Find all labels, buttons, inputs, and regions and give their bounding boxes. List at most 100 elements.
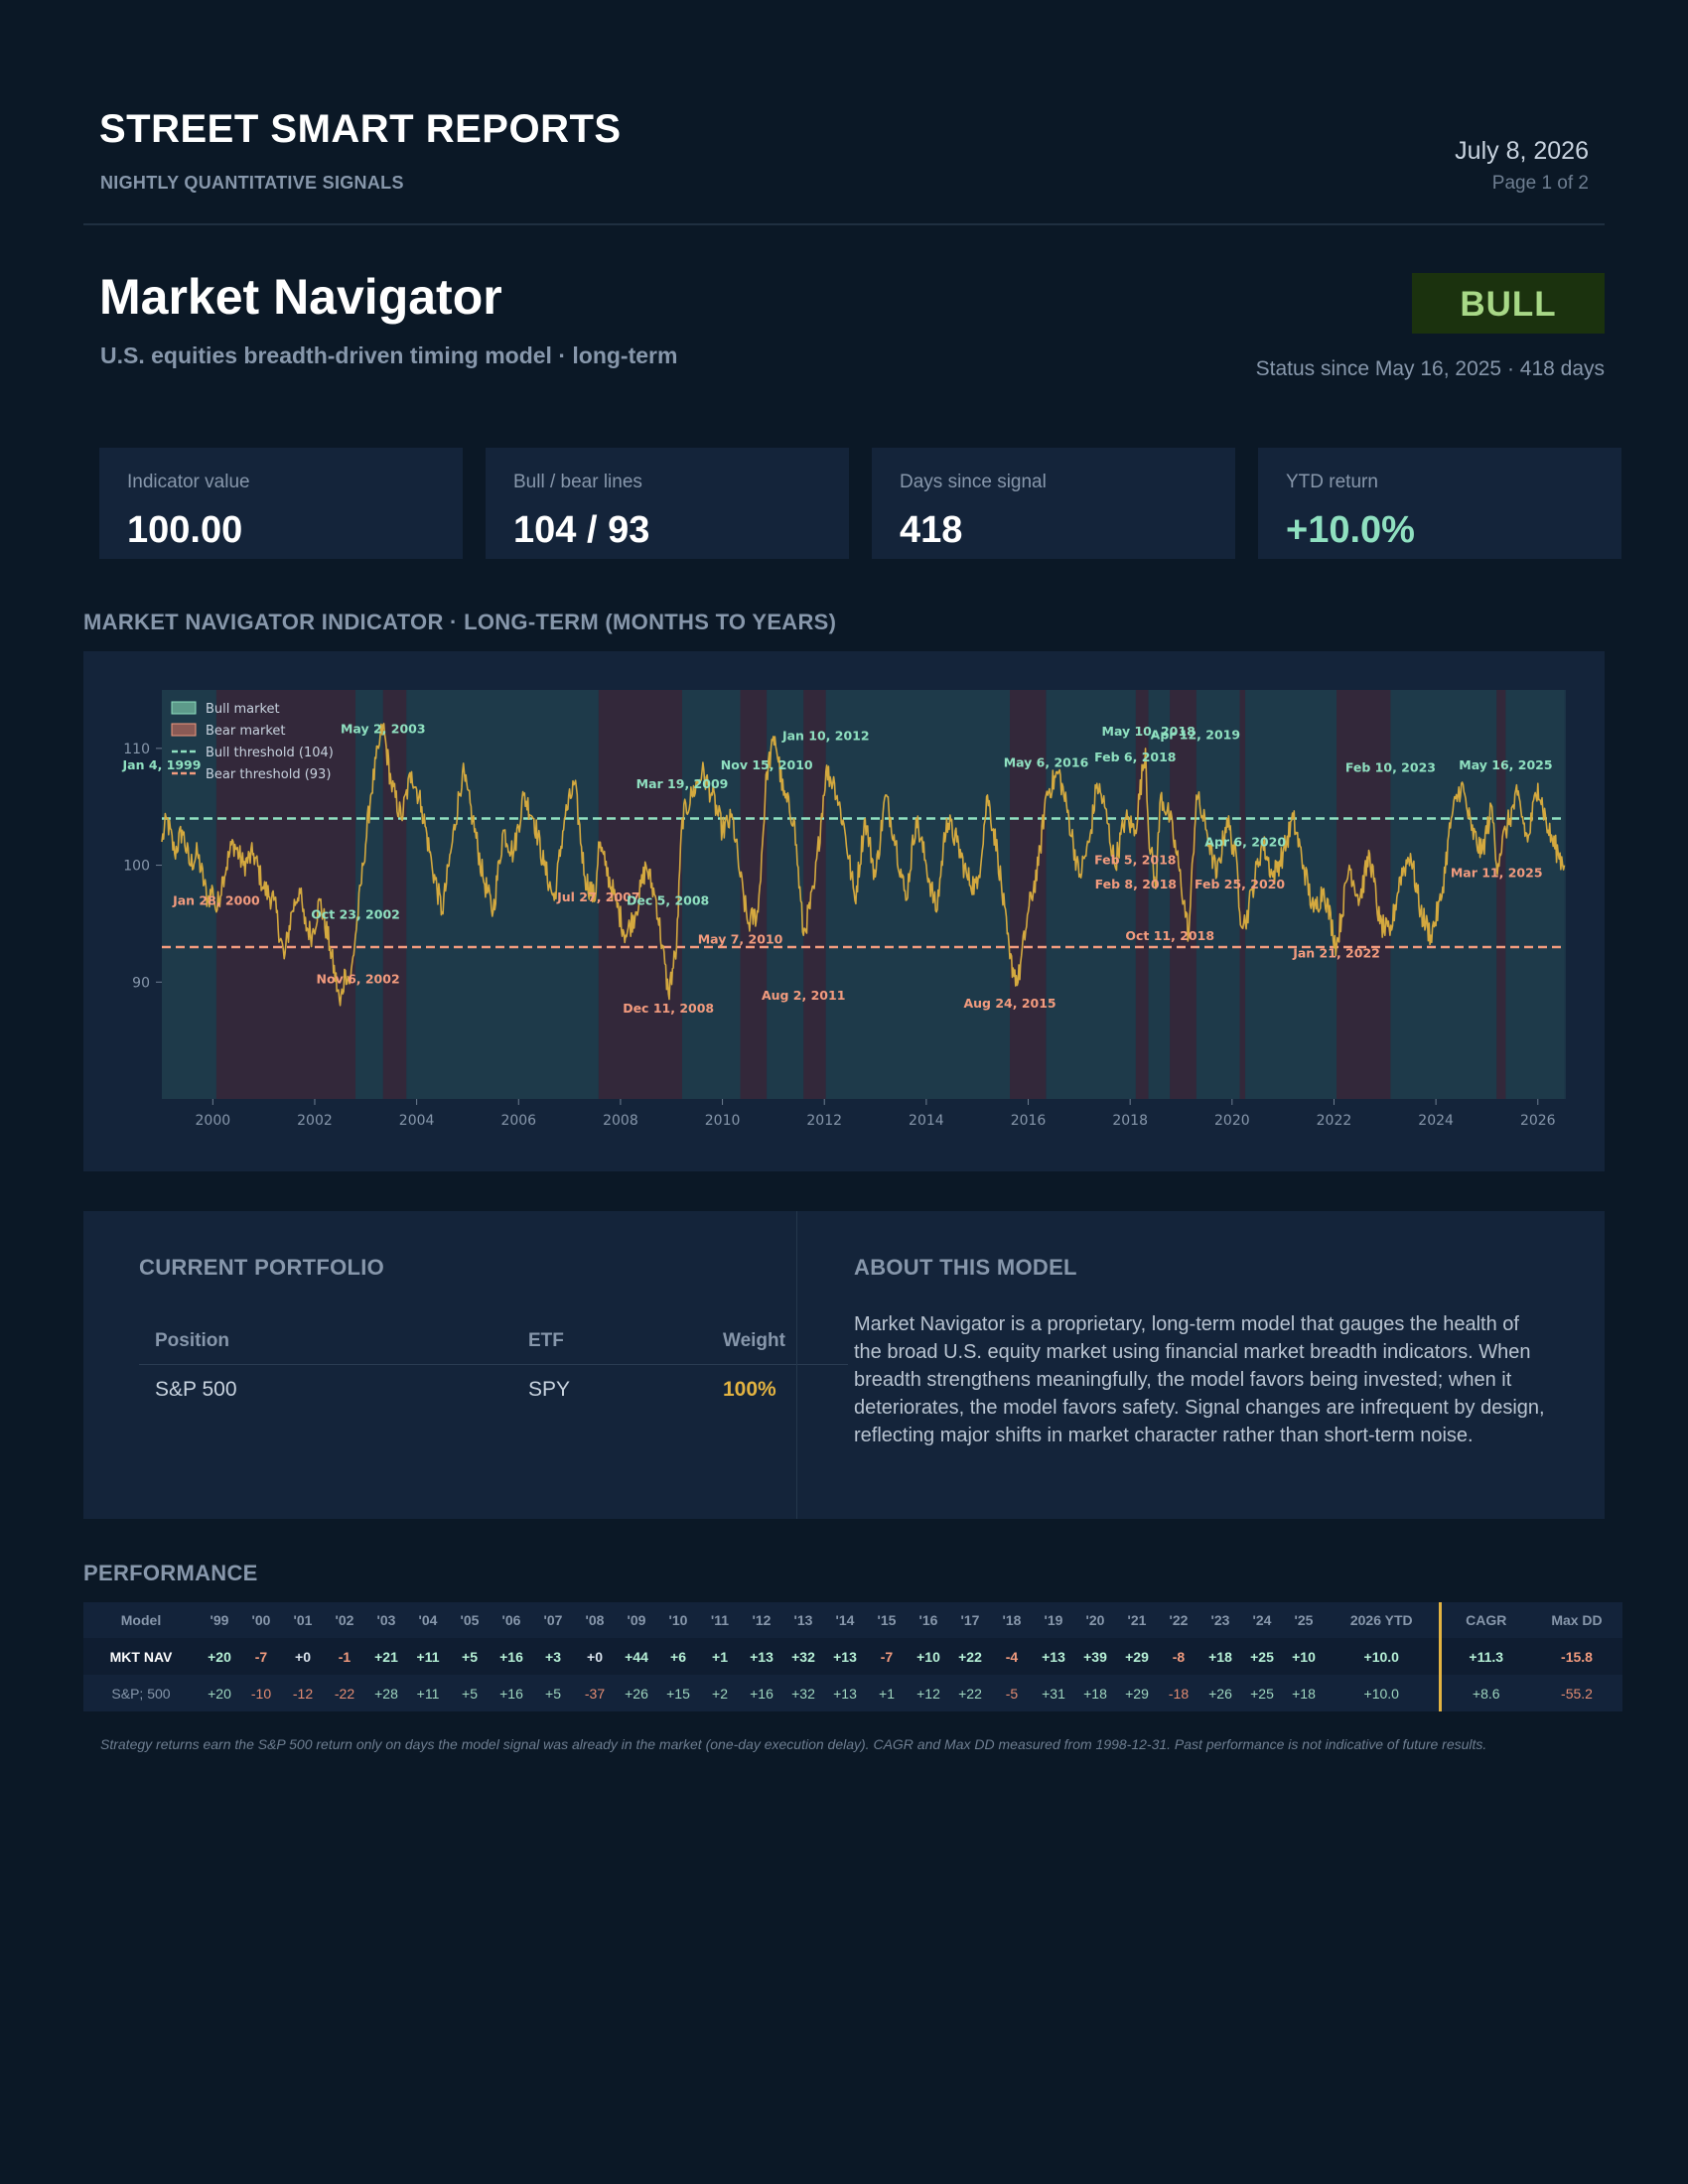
bull-signal-label: Oct 23, 2002: [311, 907, 400, 922]
bull-signal-label: May 6, 2016: [1004, 755, 1089, 770]
legend-bear-swatch: [171, 723, 197, 737]
bear-regime-band: [1170, 690, 1196, 1099]
portfolio-title: CURRENT PORTFOLIO: [139, 1255, 385, 1280]
bear-signal-label: Jan 28, 2000: [172, 893, 260, 908]
perf-header: '03: [365, 1602, 407, 1638]
perf-header: '23: [1199, 1602, 1241, 1638]
return-cell: +29: [1116, 1638, 1158, 1675]
return-cell: +25: [1241, 1675, 1283, 1711]
return-cell: +20: [199, 1638, 240, 1675]
return-cell: +5: [449, 1638, 491, 1675]
perf-header: '00: [240, 1602, 282, 1638]
perf-header: Max DD: [1531, 1602, 1622, 1638]
bear-regime-band: [1010, 690, 1047, 1099]
x-tick-label: 2022: [1317, 1113, 1352, 1129]
bull-regime-band: [162, 690, 216, 1099]
bear-regime-band: [1239, 690, 1246, 1099]
return-cell: +1: [699, 1638, 741, 1675]
etf-cell: SPY: [528, 1378, 571, 1401]
bear-regime-band: [382, 690, 407, 1099]
return-cell: +2: [699, 1675, 741, 1711]
return-cell: +31: [1033, 1675, 1074, 1711]
panel-divider: [796, 1211, 797, 1519]
indicator-chart-panel: 2000 2002 2004 2006 2008 2010 2012 2014 2016 2018…: [83, 651, 1605, 1171]
bear-signal-label: Feb 25, 2020: [1195, 877, 1285, 891]
return-cell: -7: [866, 1638, 908, 1675]
bull-regime-band: [1148, 690, 1171, 1099]
legend-label: Bull threshold (104): [206, 746, 334, 760]
return-cell: +0: [574, 1638, 616, 1675]
return-cell: +11: [407, 1638, 449, 1675]
stat-card-indicator: Indicator value 100.00: [99, 448, 463, 559]
return-cell: +5: [449, 1675, 491, 1711]
perf-header: '14: [824, 1602, 866, 1638]
x-tick-label: 2004: [399, 1113, 435, 1129]
return-cell: +5: [532, 1675, 574, 1711]
status-badge: BULL: [1412, 273, 1605, 334]
bear-signal-label: Feb 5, 2018: [1094, 852, 1176, 867]
return-cell: +25: [1241, 1638, 1283, 1675]
return-cell: +32: [782, 1675, 824, 1711]
perf-header: Model: [83, 1602, 199, 1638]
return-cell: +10.0: [1325, 1638, 1440, 1675]
return-cell: -10: [240, 1675, 282, 1711]
perf-header: '06: [491, 1602, 532, 1638]
return-cell: +13: [1033, 1638, 1074, 1675]
bull-regime-band: [682, 690, 741, 1099]
info-panel: CURRENT PORTFOLIO Position ETF Weight S&…: [83, 1211, 1605, 1519]
return-cell: +28: [365, 1675, 407, 1711]
bear-signal-label: Aug 24, 2015: [963, 996, 1055, 1011]
perf-header: '17: [949, 1602, 991, 1638]
y-tick-label: 100: [123, 859, 150, 875]
return-cell: +12: [908, 1675, 949, 1711]
bull-signal-label: Feb 10, 2023: [1345, 759, 1436, 774]
bull-signal-label: Mar 19, 2009: [636, 776, 729, 791]
bull-signal-label: May 16, 2025: [1459, 757, 1552, 772]
chart-section-title: MARKET NAVIGATOR INDICATOR · LONG-TERM (…: [83, 610, 837, 634]
bear-signal-label: Oct 11, 2018: [1125, 928, 1214, 943]
return-cell: +26: [1199, 1675, 1241, 1711]
return-cell: -55.2: [1531, 1675, 1622, 1711]
model-name-cell: S&P; 500: [83, 1675, 199, 1711]
table-row: S&P 500 SPY 100%: [139, 1365, 848, 1416]
return-cell: +3: [532, 1638, 574, 1675]
return-cell: +18: [1074, 1675, 1116, 1711]
bear-regime-band: [1496, 690, 1506, 1099]
bear-signal-label: Mar 11, 2025: [1451, 865, 1543, 880]
return-cell: +11.3: [1438, 1638, 1531, 1675]
return-cell: -5: [991, 1675, 1033, 1711]
return-cell: -1: [324, 1638, 365, 1675]
perf-header: '15: [866, 1602, 908, 1638]
bear-signal-label: Feb 8, 2018: [1095, 877, 1177, 891]
perf-header: 2026 YTD: [1325, 1602, 1440, 1638]
bear-regime-band: [1336, 690, 1391, 1099]
bear-signal-label: Jul 27, 2007: [556, 889, 639, 904]
return-cell: +26: [616, 1675, 657, 1711]
x-tick-label: 2008: [603, 1113, 638, 1129]
bull-signal-label: May 10, 2018: [1102, 724, 1196, 739]
return-cell: -8: [1158, 1638, 1199, 1675]
return-cell: +11: [407, 1675, 449, 1711]
stat-card-ytd: YTD return +10.0%: [1258, 448, 1621, 559]
return-cell: -15.8: [1531, 1638, 1622, 1675]
indicator-chart: 2000 2002 2004 2006 2008 2010 2012 2014 2016 2018…: [122, 690, 1566, 1129]
return-cell: +10.0: [1325, 1675, 1440, 1711]
return-cell: +0: [282, 1638, 324, 1675]
x-tick-label: 2024: [1418, 1113, 1454, 1129]
x-tick-label: 2016: [1011, 1113, 1047, 1129]
return-cell: +22: [949, 1675, 991, 1711]
return-cell: +16: [491, 1638, 532, 1675]
bear-regime-band: [1135, 690, 1149, 1099]
return-cell: +13: [741, 1638, 782, 1675]
brand-tagline: NIGHTLY QUANTITATIVE SIGNALS: [100, 173, 404, 193]
return-cell: -18: [1158, 1675, 1199, 1711]
portfolio-table: Position ETF Weight S&P 500 SPY 100%: [139, 1318, 848, 1415]
about-title: ABOUT THIS MODEL: [854, 1255, 1077, 1280]
return-cell: +21: [365, 1638, 407, 1675]
x-tick-label: 2014: [909, 1113, 944, 1129]
performance-title: PERFORMANCE: [83, 1561, 258, 1585]
bull-signal-label: Apr 6, 2020: [1204, 835, 1286, 850]
perf-header: '05: [449, 1602, 491, 1638]
table-row: S&P; 500 +20 -10 -12 -22 +28 +11 +5 +16 +5 -37 +26 +…: [83, 1675, 1622, 1711]
stat-label: Days since signal: [900, 472, 1047, 492]
